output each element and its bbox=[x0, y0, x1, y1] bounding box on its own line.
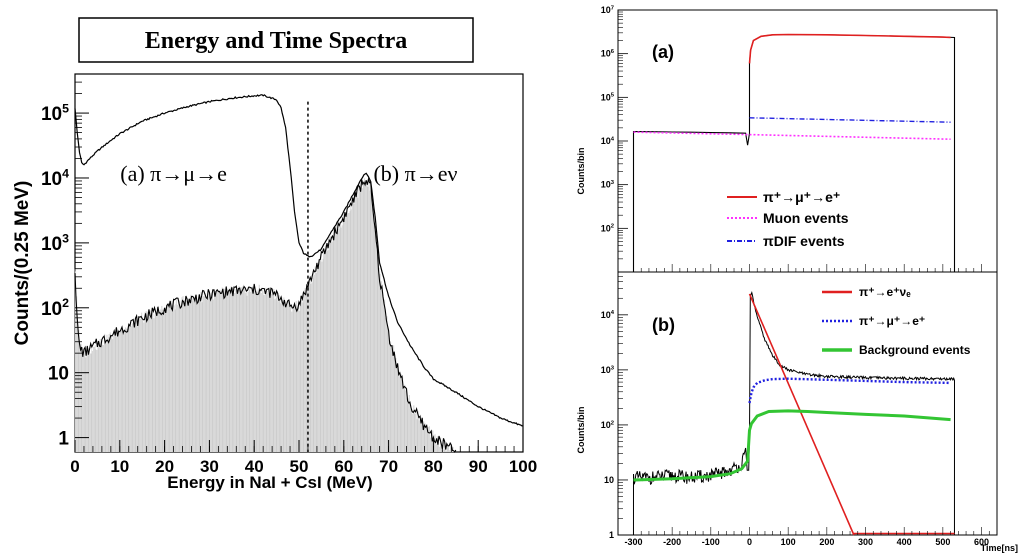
energy-x-ticks: 0 10 20 30 40 50 60 70 80 90 100 bbox=[70, 440, 537, 476]
energy-x-tick-label: 50 bbox=[290, 457, 309, 476]
energy-y-axis-label: Counts/(0.25 MeV) bbox=[12, 181, 33, 346]
time-b-x-tick-label: -100 bbox=[702, 537, 720, 547]
time-b-legend: π⁺→e⁺νₑ π⁺→μ⁺→e⁺ Background events bbox=[822, 285, 971, 357]
time-a-series-muon bbox=[633, 131, 951, 140]
time-a-y-ticks: 102 103 104 105 106 107 bbox=[601, 5, 628, 260]
time-b-y-tick-label: 103 bbox=[601, 365, 615, 375]
time-b-x-tick-label: 0 bbox=[747, 537, 752, 547]
energy-pi-e-nu-histogram-fill bbox=[74, 178, 457, 452]
time-a-y-tick-label: 105 bbox=[601, 92, 615, 102]
energy-x-tick-label: 10 bbox=[110, 457, 129, 476]
energy-x-tick-label: 60 bbox=[334, 457, 353, 476]
time-b-y-axis-label: Counts/bin bbox=[576, 407, 586, 454]
time-a-y-tick-label: 106 bbox=[601, 49, 615, 59]
time-b-x-ticks: -300 -200 -100 0 100 200 300 400 500 600 bbox=[624, 527, 990, 547]
energy-x-tick-label: 20 bbox=[155, 457, 174, 476]
time-panel-a: 102 103 104 105 106 107 (a) π⁺→μ⁺→e⁺ Muon even… bbox=[576, 5, 998, 273]
energy-x-tick-label: 0 bbox=[70, 457, 79, 476]
time-b-y-tick-label: 102 bbox=[601, 420, 615, 430]
time-b-x-tick-label: 500 bbox=[935, 537, 950, 547]
figure-title: Energy and Time Spectra bbox=[145, 28, 407, 54]
energy-annotation-a: (a) π→μ→e bbox=[120, 161, 227, 186]
energy-y-tick-label: 105 bbox=[41, 101, 69, 125]
energy-y-ticks: 1 10 102 103 104 105 bbox=[41, 73, 89, 450]
energy-x-tick-label: 40 bbox=[245, 457, 264, 476]
time-a-x-ticks bbox=[633, 264, 982, 272]
energy-series-pi-mu-e bbox=[74, 94, 524, 427]
time-a-series bbox=[632, 33, 956, 272]
energy-annotation-b: (b) π→eν bbox=[373, 161, 457, 186]
time-a-y-tick-label: 107 bbox=[601, 5, 614, 15]
energy-x-axis-label: Energy in NaI + CsI (MeV) bbox=[167, 473, 372, 492]
time-b-panel-label: (b) bbox=[652, 315, 675, 335]
time-a-legend-label: π⁺→μ⁺→e⁺ bbox=[763, 189, 840, 205]
time-b-series-pi-e-nu bbox=[748, 293, 855, 536]
time-a-y-tick-label: 103 bbox=[601, 180, 615, 190]
time-b-y-ticks: 1 10 102 103 104 bbox=[601, 271, 628, 540]
time-a-panel-label: (a) bbox=[652, 42, 674, 62]
time-b-series bbox=[632, 290, 956, 536]
time-a-legend: π⁺→μ⁺→e⁺ Muon events πDIF events bbox=[727, 189, 849, 249]
time-b-x-tick-label: 200 bbox=[819, 537, 834, 547]
time-a-y-tick-label: 104 bbox=[601, 136, 615, 146]
time-panel-a-frame bbox=[617, 9, 998, 273]
time-a-series-pi-dif bbox=[749, 117, 951, 123]
energy-annotations: (a) π→μ→e (b) π→eν bbox=[120, 161, 457, 186]
time-b-legend-label: Background events bbox=[859, 343, 971, 357]
energy-x-tick-label: 80 bbox=[424, 457, 443, 476]
time-b-x-tick-label: 100 bbox=[781, 537, 796, 547]
time-b-legend-label: π⁺→e⁺νₑ bbox=[859, 285, 911, 299]
time-b-y-tick-label: 104 bbox=[601, 310, 615, 320]
time-b-y-tick-label: 1 bbox=[609, 530, 614, 540]
time-b-x-tick-label: 400 bbox=[897, 537, 912, 547]
time-b-legend-label: π⁺→μ⁺→e⁺ bbox=[859, 314, 925, 328]
time-b-x-tick-label: -200 bbox=[663, 537, 681, 547]
energy-histogram-fill bbox=[75, 178, 457, 452]
energy-x-tick-label: 90 bbox=[469, 457, 488, 476]
energy-series-pi-e-nu bbox=[74, 177, 457, 453]
time-b-x-tick-label: 600 bbox=[974, 537, 989, 547]
time-b-x-tick-label: 300 bbox=[858, 537, 873, 547]
time-a-y-axis-label: Counts/bin bbox=[576, 148, 586, 195]
title-frame bbox=[78, 17, 474, 63]
energy-y-tick-label: 104 bbox=[41, 166, 69, 190]
energy-y-tick-label: 10 bbox=[48, 364, 69, 385]
energy-series bbox=[74, 94, 524, 453]
energy-x-tick-label: 70 bbox=[379, 457, 398, 476]
energy-y-tick-label: 103 bbox=[41, 231, 69, 255]
time-b-x-axis-label: Time[ns] bbox=[981, 543, 1018, 553]
time-a-legend-label: πDIF events bbox=[763, 233, 845, 249]
time-b-y-tick-label: 10 bbox=[604, 475, 614, 485]
time-panel-b: 1 10 102 103 104 -300 -200 -100 0 100 200 300 400 50… bbox=[576, 271, 1018, 553]
time-b-series-background bbox=[633, 409, 951, 482]
time-a-series-pi-mu-e bbox=[748, 33, 951, 64]
time-a-legend-label: Muon events bbox=[763, 210, 849, 226]
title-box: Energy and Time Spectra bbox=[78, 17, 474, 63]
time-b-x-tick-label: -300 bbox=[624, 537, 642, 547]
energy-y-tick-label: 1 bbox=[58, 429, 69, 450]
time-panel-b-frame bbox=[617, 271, 998, 536]
time-a-y-tick-label: 102 bbox=[601, 223, 615, 233]
energy-x-tick-label: 30 bbox=[200, 457, 219, 476]
energy-y-tick-label: 102 bbox=[41, 296, 69, 320]
energy-x-tick-label: 100 bbox=[509, 457, 537, 476]
